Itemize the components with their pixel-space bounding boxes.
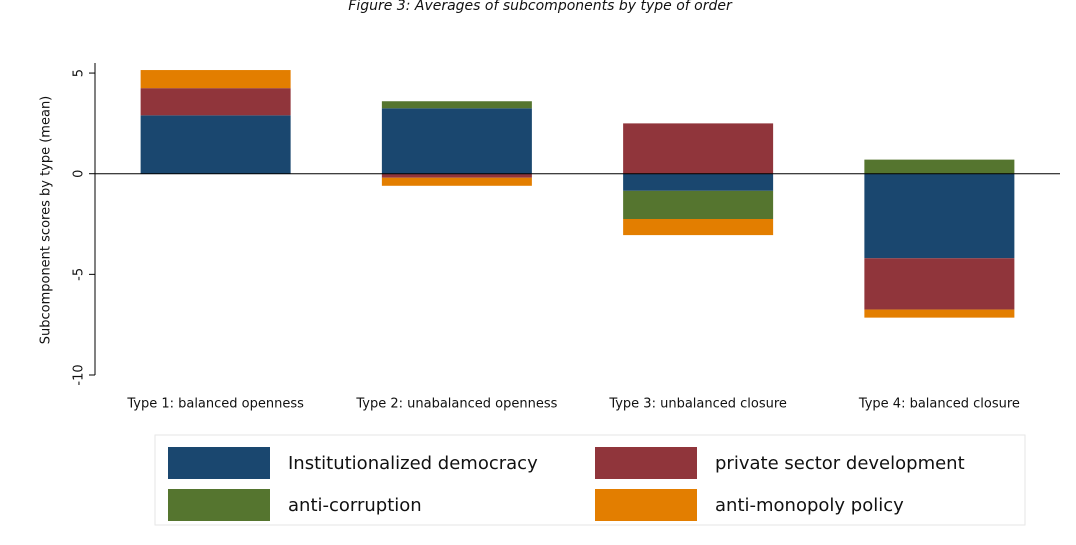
bar-segment bbox=[381, 173, 532, 178]
y-tick-label: 0 bbox=[72, 170, 87, 178]
bar-segment bbox=[140, 88, 291, 116]
bar-segment bbox=[864, 173, 1015, 259]
legend-label: anti-corruption bbox=[288, 495, 422, 516]
bar-segment bbox=[864, 309, 1015, 318]
legend-swatch bbox=[168, 447, 270, 479]
bar-segment bbox=[140, 70, 291, 89]
x-tick-label: Type 4: balanced closure bbox=[858, 397, 1020, 412]
bar-segment bbox=[140, 115, 291, 174]
y-tick-label: -5 bbox=[72, 268, 87, 281]
legend-box bbox=[154, 434, 1026, 526]
legend-label: Institutionalized democracy bbox=[288, 453, 538, 474]
bar-segment bbox=[381, 108, 532, 174]
legend-swatch bbox=[595, 447, 697, 479]
x-tick-label: Type 1: balanced openness bbox=[126, 397, 304, 412]
bar-segment bbox=[381, 101, 532, 109]
bar-segment bbox=[623, 173, 774, 191]
x-tick-label: Type 2: unabalanced openness bbox=[355, 397, 557, 412]
legend-label: anti-monopoly policy bbox=[715, 495, 904, 516]
bar-segment bbox=[381, 177, 532, 186]
bar-segment bbox=[623, 190, 774, 219]
y-axis-label: Subcomponent scores by type (mean) bbox=[39, 96, 54, 345]
x-tick-label: Type 3: unbalanced closure bbox=[608, 397, 787, 412]
legend-label: private sector development bbox=[715, 453, 965, 474]
y-tick-label: 5 bbox=[72, 69, 87, 77]
bar-segment bbox=[623, 219, 774, 236]
y-tick-label: -10 bbox=[72, 364, 87, 385]
legend-swatch bbox=[595, 489, 697, 521]
bar-segment bbox=[623, 123, 774, 174]
bar-segment bbox=[864, 159, 1015, 174]
bar-segment bbox=[864, 258, 1015, 310]
chart-title: Figure 3: Averages of subcomponents by t… bbox=[348, 0, 733, 14]
legend-swatch bbox=[168, 489, 270, 521]
